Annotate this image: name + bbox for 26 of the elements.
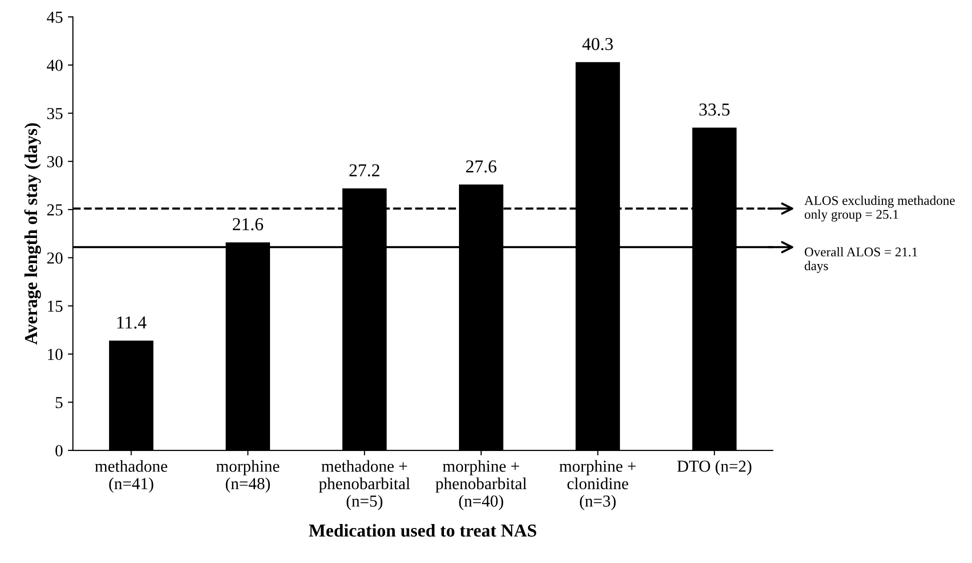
data-label: 40.3 xyxy=(582,38,613,50)
x-tick-label: DTO (n=2) xyxy=(677,460,752,476)
y-tick-label: 20 xyxy=(47,252,63,264)
y-tick-label: 40 xyxy=(46,60,63,72)
y-tick-label: 35 xyxy=(47,108,63,120)
y-tick-label: 10 xyxy=(48,348,63,360)
data-label: 21.6 xyxy=(232,218,264,230)
y-axis-title: Average length of stay (days) xyxy=(24,123,41,345)
data-label: 27.6 xyxy=(466,160,496,173)
y-tick-label: 15 xyxy=(48,300,63,312)
data-label: 27.2 xyxy=(349,164,380,176)
x-tick-label: morphine + clonidine (n=3) xyxy=(559,460,636,510)
data-label: 11.4 xyxy=(117,316,146,329)
x-tick-label: methadone + phenobarbital (n=5) xyxy=(318,460,410,510)
x-axis-title: Medication used to treat NAS xyxy=(308,524,536,537)
y-tick-label: 5 xyxy=(56,397,63,408)
y-tick-label: 30 xyxy=(47,156,63,168)
x-tick-label: morphine (n=48) xyxy=(216,460,280,493)
y-tick-label: 0 xyxy=(55,445,63,456)
legend-label: Overall ALOS = 21.1 days xyxy=(804,247,918,273)
ref-line-label: ALOS excluding methadone only group = 25.1 xyxy=(804,196,955,222)
data-label: 33.5 xyxy=(699,104,730,116)
x-tick-label: morphine + phenobarbital (n=40) xyxy=(436,460,527,510)
x-tick-label: methadone (n=41) xyxy=(95,460,168,493)
y-tick-label: 25 xyxy=(47,204,63,216)
y-tick-label: 45 xyxy=(46,12,63,23)
